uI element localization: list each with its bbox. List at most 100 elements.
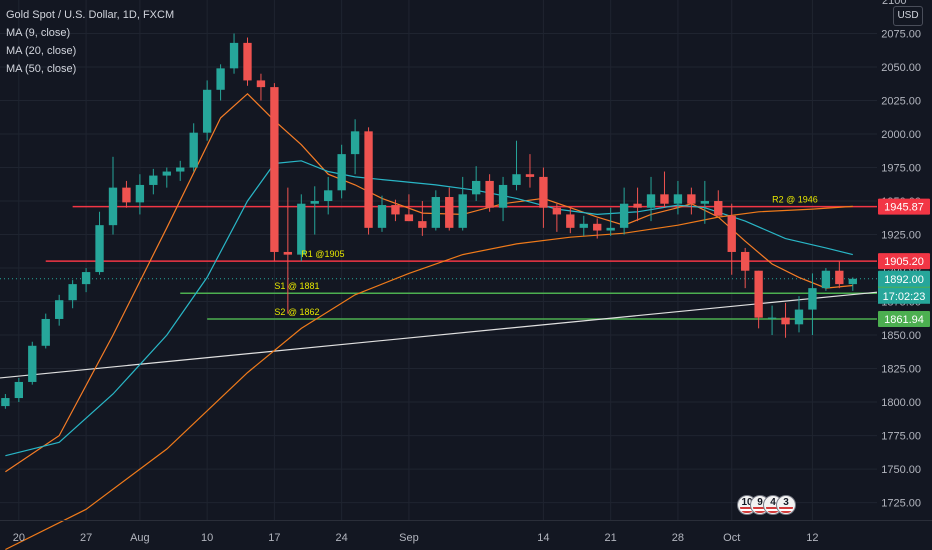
- candle-body: [350, 131, 360, 155]
- price-tick-label: 1825.00: [881, 364, 921, 376]
- candle: [458, 176, 467, 231]
- time-tick-label: Oct: [723, 532, 740, 544]
- candle: [431, 190, 440, 231]
- candle: [55, 294, 64, 326]
- current-price-tag-bg: [878, 270, 930, 287]
- event-flag-icon[interactable]: 3: [776, 495, 796, 515]
- candle-body: [727, 215, 736, 252]
- candle: [256, 73, 266, 101]
- level-price-tag-bg: [878, 253, 930, 270]
- chart-grid: [0, 0, 877, 520]
- candle-body: [566, 214, 575, 228]
- candle: [189, 123, 198, 172]
- time-tick-label: 14: [537, 532, 549, 544]
- level-price-tag: 1905.20: [884, 256, 924, 268]
- time-tick-label: 28: [672, 532, 684, 544]
- ma20-legend[interactable]: MA (20, close): [6, 45, 77, 57]
- candle-body: [243, 42, 252, 81]
- candle: [95, 211, 104, 275]
- trendline: [0, 291, 878, 379]
- price-tick-label: 1925.00: [881, 230, 921, 242]
- candle-body: [216, 68, 225, 90]
- candle: [566, 207, 575, 234]
- candle: [794, 296, 804, 333]
- candle-body: [445, 197, 454, 228]
- ma50-legend[interactable]: MA (50, close): [6, 63, 77, 75]
- candle-body: [256, 80, 266, 88]
- candle: [216, 64, 225, 101]
- candle: [754, 270, 763, 329]
- candle-body: [471, 180, 481, 195]
- time-tick-label: 27: [80, 532, 92, 544]
- candle-body: [270, 87, 279, 252]
- candle: [229, 33, 239, 74]
- candle-body: [377, 205, 387, 228]
- candle-body: [579, 223, 588, 228]
- candle-body: [176, 167, 185, 172]
- time-tick-label: 17: [268, 532, 280, 544]
- candle-body: [391, 205, 400, 215]
- candle: [741, 247, 750, 289]
- price-tick-label: 2000.00: [881, 129, 921, 141]
- price-tick-label: 1725.00: [881, 498, 921, 510]
- level-price-tag-bg: [878, 311, 930, 328]
- candle: [391, 199, 400, 222]
- candle: [41, 313, 50, 349]
- candle-body: [28, 345, 37, 382]
- price-tick-label: 1775.00: [881, 431, 921, 443]
- candle-body: [781, 317, 790, 325]
- candle-body: [202, 89, 212, 133]
- candle: [579, 215, 588, 236]
- candle: [471, 166, 481, 202]
- candle-body: [418, 221, 427, 228]
- candle: [619, 187, 629, 235]
- candle-body: [297, 203, 306, 255]
- candle: [445, 187, 454, 231]
- price-tick-label: 1750.00: [881, 464, 921, 476]
- level-labels-layer: R2 @ 1946 R1 @1905 S1 @ 1881 S2 @ 1862: [274, 195, 817, 317]
- countdown-bg: [878, 287, 930, 304]
- candle-body: [55, 300, 64, 319]
- candle: [539, 167, 548, 228]
- candle: [377, 195, 387, 232]
- ma9-legend[interactable]: MA (9, close): [6, 27, 71, 39]
- candle: [364, 127, 373, 235]
- price-axis: 1725.00 1750.00 1775.00 1800.00 1825.00 1850.…: [878, 0, 930, 510]
- candle: [835, 261, 844, 289]
- candle: [781, 302, 790, 338]
- candle: [28, 341, 37, 385]
- candle: [14, 377, 24, 403]
- price-tick-label: 2075.00: [881, 29, 921, 41]
- candle: [324, 176, 333, 215]
- symbol-title[interactable]: Gold Spot / U.S. Dollar, 1D, FXCM: [6, 9, 175, 21]
- candle-body: [485, 180, 494, 208]
- candle-body: [162, 171, 171, 176]
- candle-body: [714, 201, 723, 216]
- candle: [727, 203, 736, 275]
- candle: [808, 273, 817, 336]
- candle: [243, 37, 252, 86]
- candle-body: [700, 201, 709, 204]
- candle-body: [108, 187, 118, 226]
- candle-body: [122, 187, 131, 203]
- countdown-label: 17:02:23: [883, 291, 926, 303]
- candle: [81, 268, 91, 293]
- candle-body: [229, 42, 239, 69]
- candle: [404, 194, 414, 222]
- candle: [283, 187, 293, 314]
- candle: [848, 277, 857, 291]
- price-tick-label: 2050.00: [881, 62, 921, 74]
- candle-body: [14, 381, 24, 399]
- candle: [821, 268, 831, 291]
- candle-body: [324, 190, 333, 202]
- candle-body: [458, 194, 467, 228]
- candle: [1, 394, 10, 409]
- time-tick-label: 10: [201, 532, 213, 544]
- currency-button[interactable]: USD: [893, 6, 923, 26]
- current-price-tag: 1892.00: [884, 274, 924, 286]
- candle-body: [310, 201, 319, 204]
- candle-body: [512, 174, 521, 185]
- candle: [122, 180, 131, 208]
- candle-body: [835, 270, 844, 285]
